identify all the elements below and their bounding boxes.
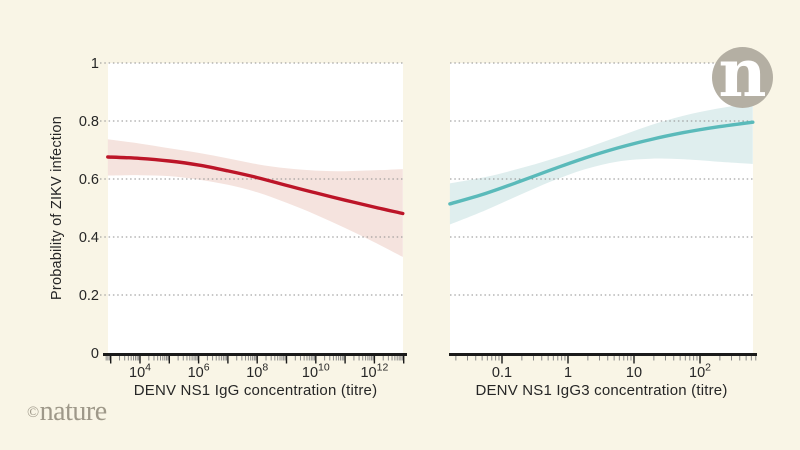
x-tick-label: 108	[246, 362, 268, 382]
x-axis-title-igg: DENV NS1 IgG concentration (titre)	[133, 382, 378, 399]
x-axis-title-igg3: DENV NS1 IgG3 concentration (titre)	[475, 382, 728, 399]
x-tick-label: 0.1	[492, 365, 512, 381]
y-tick-label: 0.2	[79, 288, 99, 304]
confidence-band	[107, 139, 403, 257]
x-tick-label: 106	[188, 362, 210, 382]
x-tick-label: 10	[626, 365, 642, 381]
plot-area	[450, 63, 753, 353]
nature-logo: n	[712, 40, 773, 108]
x-tick-label: 102	[689, 362, 711, 382]
copyright-credit: © nature	[27, 396, 107, 428]
panel-igg: 104 106 108 1010 1012 0 0.2 0.4 0.6 0.8 1	[79, 56, 407, 381]
nature-logo-letter: n	[718, 33, 767, 112]
y-tick-label: 1	[91, 56, 99, 72]
y-axis-title: Probability of ZIKV infection	[49, 116, 65, 300]
x-tick-label: 104	[129, 362, 151, 382]
trend-line	[448, 120, 755, 206]
y-tick-label: 0.6	[79, 172, 99, 188]
panel-igg3: 0.1 1 10 102	[448, 62, 757, 382]
y-tick-label: 0	[91, 346, 99, 362]
copyright-icon: ©	[27, 404, 39, 421]
x-tick-label: 1	[564, 365, 572, 381]
credit-name: nature	[39, 396, 107, 427]
y-tick-label: 0.8	[79, 114, 99, 130]
y-tick-label: 0.4	[79, 230, 99, 246]
x-tick-label: 1010	[302, 362, 330, 382]
x-tick-label: 1012	[360, 362, 388, 382]
trend-line	[106, 155, 405, 216]
